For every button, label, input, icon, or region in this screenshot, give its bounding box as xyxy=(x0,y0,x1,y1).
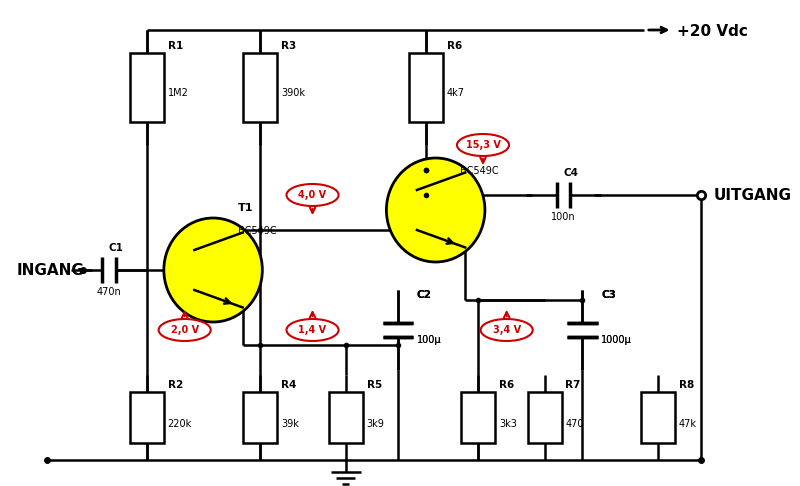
Text: BC549C: BC549C xyxy=(238,226,276,236)
Bar xyxy=(130,53,164,122)
Text: 220k: 220k xyxy=(168,418,192,429)
Circle shape xyxy=(164,218,262,322)
Ellipse shape xyxy=(158,319,210,341)
Text: 390k: 390k xyxy=(282,88,306,99)
Text: C1: C1 xyxy=(109,243,124,253)
Text: C2: C2 xyxy=(417,290,431,300)
Bar xyxy=(641,392,675,443)
Text: T2: T2 xyxy=(460,143,476,153)
Ellipse shape xyxy=(481,319,533,341)
Text: R1: R1 xyxy=(168,41,183,51)
Text: 3k3: 3k3 xyxy=(499,418,517,429)
Text: 100μ: 100μ xyxy=(417,335,442,345)
Text: 3,4 V: 3,4 V xyxy=(493,325,521,335)
Text: 4k7: 4k7 xyxy=(447,88,465,99)
Text: T1: T1 xyxy=(238,203,254,213)
Text: UITGANG: UITGANG xyxy=(714,188,792,203)
Text: 1000μ: 1000μ xyxy=(602,335,632,345)
Circle shape xyxy=(386,158,485,262)
Text: 39k: 39k xyxy=(282,418,299,429)
Bar xyxy=(527,392,562,443)
Text: 100n: 100n xyxy=(551,212,576,222)
Ellipse shape xyxy=(286,184,338,206)
Text: 1M2: 1M2 xyxy=(168,88,189,99)
Text: R3: R3 xyxy=(282,41,297,51)
Text: 1000μ: 1000μ xyxy=(602,335,632,345)
Bar xyxy=(329,392,362,443)
Text: INGANG: INGANG xyxy=(17,262,85,278)
Text: 1,4 V: 1,4 V xyxy=(298,325,326,335)
Ellipse shape xyxy=(286,319,338,341)
Text: 470: 470 xyxy=(566,418,584,429)
Text: 3k9: 3k9 xyxy=(366,418,384,429)
Bar xyxy=(243,392,278,443)
Text: R8: R8 xyxy=(679,380,694,390)
Text: 100μ: 100μ xyxy=(417,335,442,345)
Bar xyxy=(462,392,495,443)
Text: 4,0 V: 4,0 V xyxy=(298,190,326,200)
Text: 470n: 470n xyxy=(97,287,122,297)
Text: R4: R4 xyxy=(282,380,297,390)
Text: C3: C3 xyxy=(602,290,616,300)
Text: 47k: 47k xyxy=(679,418,697,429)
Text: R6: R6 xyxy=(499,380,514,390)
Text: C3: C3 xyxy=(602,290,616,300)
Text: +20 Vdc: +20 Vdc xyxy=(677,24,748,39)
Text: R7: R7 xyxy=(566,380,581,390)
Text: BC549C: BC549C xyxy=(460,166,499,176)
Text: 15,3 V: 15,3 V xyxy=(466,140,501,150)
Bar xyxy=(409,53,443,122)
Bar xyxy=(243,53,278,122)
Ellipse shape xyxy=(457,134,509,156)
Text: R5: R5 xyxy=(366,380,382,390)
Text: 2,0 V: 2,0 V xyxy=(170,325,198,335)
Text: C4: C4 xyxy=(563,168,578,178)
Bar xyxy=(130,392,164,443)
Text: R6: R6 xyxy=(447,41,462,51)
Text: R2: R2 xyxy=(168,380,183,390)
Text: C2: C2 xyxy=(417,290,431,300)
